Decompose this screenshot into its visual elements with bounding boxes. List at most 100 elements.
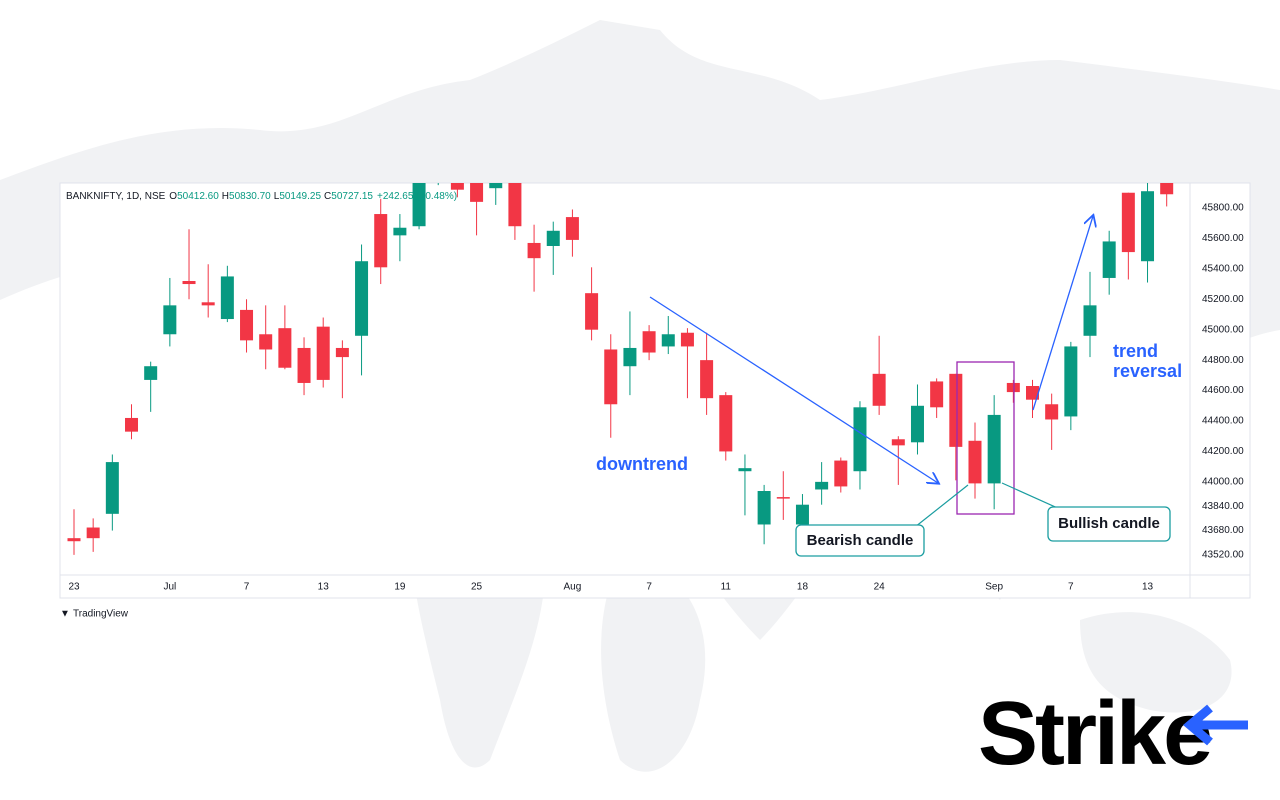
x-tick-label: 23 (68, 582, 80, 593)
candle-body (680, 332, 694, 347)
candle-body (125, 417, 139, 432)
pattern-box (956, 361, 1015, 515)
candle-body (872, 373, 886, 406)
candle-body (1045, 404, 1059, 420)
candle-body (815, 481, 829, 490)
y-tick-label: 43840.00 (1202, 501, 1244, 512)
candle-body (335, 347, 349, 358)
chart-header: BANKNIFTY, 1D, NSE O50412.60 H50830.70 L501… (66, 191, 457, 202)
annotation: downtrend (596, 454, 688, 474)
candle-body (987, 414, 1001, 484)
y-tick-label: 45600.00 (1202, 233, 1244, 244)
candle-body (201, 302, 215, 306)
candle-body (968, 440, 982, 484)
callout-text: Bearish candle (807, 532, 914, 549)
candle-body (565, 217, 579, 240)
callout-box (795, 524, 925, 557)
callout-line (914, 484, 969, 528)
candle-body (834, 460, 848, 487)
y-tick-label: 45800.00 (1202, 203, 1244, 214)
candle-body (891, 439, 905, 446)
candle-body (489, 183, 503, 189)
candle-body (949, 373, 963, 447)
y-tick-label: 44400.00 (1202, 416, 1244, 427)
candle-body (182, 281, 196, 285)
candle-body (355, 261, 369, 336)
y-tick-label: 44600.00 (1202, 385, 1244, 396)
x-tick-label: Aug (564, 582, 582, 593)
candle-body (738, 468, 752, 472)
logo-arrow (1183, 704, 1248, 746)
x-tick-label: 24 (874, 582, 886, 593)
y-tick-label: 45400.00 (1202, 263, 1244, 274)
candle-body (623, 347, 637, 367)
candle-body (1064, 346, 1078, 417)
x-tick-label: 7 (646, 582, 652, 593)
candle-body (527, 242, 541, 259)
candle-body (67, 538, 81, 542)
x-tick-label: 7 (1068, 582, 1074, 593)
candle-body (910, 405, 924, 443)
ohlc-label: L (274, 191, 280, 202)
reversal-arrow (1032, 216, 1093, 411)
candle-body (642, 331, 656, 353)
y-tick-label: 44800.00 (1202, 355, 1244, 366)
candle-body (930, 381, 944, 408)
x-tick-label: 13 (318, 582, 330, 593)
candle-body (1083, 305, 1097, 336)
candle-body (86, 527, 100, 539)
x-tick-label: 18 (797, 582, 809, 593)
x-tick-label: 13 (1142, 582, 1154, 593)
candle-body (1141, 191, 1155, 262)
candle-body (776, 497, 790, 499)
x-tick-label: Sep (985, 582, 1003, 593)
candle-body (604, 349, 618, 405)
candle-body (585, 293, 599, 330)
candle-body (220, 276, 234, 320)
candle-body (719, 395, 733, 452)
callout-text: Bullish candle (1058, 515, 1160, 532)
candle-body (316, 326, 330, 380)
candle-body (1121, 192, 1135, 253)
tv-mark: ▼ (60, 609, 70, 620)
symbol: BANKNIFTY, 1D, NSE (66, 191, 166, 202)
x-tick-label: 19 (394, 582, 406, 593)
candles (67, 183, 1174, 555)
callout-line (1001, 482, 1063, 511)
ohlc-label: O (169, 191, 177, 202)
candle-body (393, 227, 407, 236)
ohlc-value: 50727.15 (331, 191, 373, 202)
candle-body (278, 328, 292, 368)
candle-body (259, 334, 273, 350)
y-tick-label: 45000.00 (1202, 324, 1244, 335)
x-tick-label: 7 (244, 582, 250, 593)
candle-body (1102, 241, 1116, 278)
ohlc-value: 50412.60 (177, 191, 219, 202)
downtrend-arrow (649, 296, 938, 483)
candle-body (163, 305, 177, 335)
candle-body (105, 462, 119, 514)
candle-body (240, 309, 254, 341)
annotation: reversal (1113, 361, 1182, 381)
candle-body (297, 347, 311, 383)
candle-body (700, 360, 714, 399)
candle-body (144, 366, 158, 380)
x-tick-label: 25 (471, 582, 483, 593)
candle-body (757, 491, 771, 525)
candle-body (853, 407, 867, 472)
candle-body (661, 334, 675, 347)
platform-name: TradingView (73, 609, 129, 620)
candle-body (546, 230, 560, 246)
ohlc-value: 50830.70 (229, 191, 271, 202)
candle-body (470, 183, 484, 202)
ohlc-label: H (222, 191, 229, 202)
x-tick-label: Jul (163, 582, 176, 593)
callout-box (1047, 506, 1171, 542)
y-tick-label: 44200.00 (1202, 446, 1244, 457)
candle-body (412, 183, 426, 227)
x-tick-label: 11 (721, 582, 732, 593)
ohlc-value: 50149.25 (279, 191, 321, 202)
y-tick-label: 43520.00 (1202, 550, 1244, 561)
logo: Strike (978, 684, 1210, 784)
